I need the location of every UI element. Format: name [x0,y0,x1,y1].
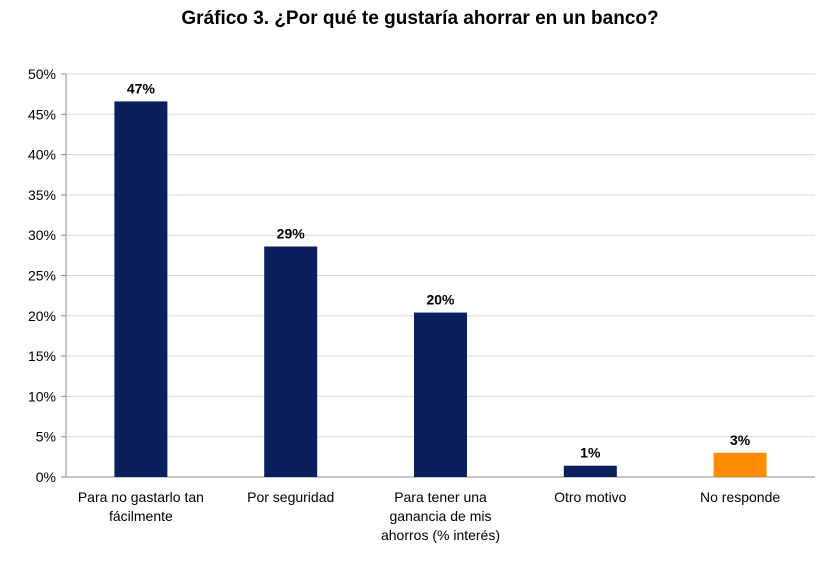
chart-title: Gráfico 3. ¿Por qué te gustaría ahorrar … [181,8,659,29]
category-label-line: Para no gastarlo tan [78,489,204,505]
y-tick-label: 25% [28,268,56,284]
category-label-line: No responde [700,489,780,505]
category-label-line: ahorros (% interés) [381,527,500,543]
category-label-line: Para tener una [394,489,487,505]
data-label: 1% [580,445,601,461]
y-tick-label: 0% [36,469,56,485]
data-label: 29% [277,225,306,241]
category-label: Para tener una ganancia de mis ahorros (% … [381,489,500,543]
category-label: Por seguridad [247,489,334,505]
y-tick-label: 30% [28,227,56,243]
bar [563,465,617,477]
category-label-line: ganancia de mis [390,508,492,524]
bar [414,312,467,477]
category-label-line: Otro motivo [554,489,627,505]
data-label: 20% [426,292,455,308]
category-label: Para no gastarlo tan fácilmente [78,489,204,524]
y-tick-label: 10% [28,388,56,404]
bar [114,101,168,478]
category-label-line: Por seguridad [247,489,334,505]
y-tick-label: 20% [28,308,56,324]
y-tick-label: 5% [36,429,56,445]
category-label-line: fácilmente [109,508,173,524]
category-label: Otro motivo [554,489,627,505]
y-tick-label: 40% [28,147,56,163]
data-label: 3% [730,432,751,448]
y-tick-label: 45% [28,106,56,122]
y-tick-label: 35% [28,187,56,203]
y-tick-label: 50% [28,66,56,82]
category-label: No responde [700,489,780,505]
bar [713,452,767,477]
y-tick-label: 15% [28,348,56,364]
bar [264,246,318,477]
data-label: 47% [127,80,156,96]
